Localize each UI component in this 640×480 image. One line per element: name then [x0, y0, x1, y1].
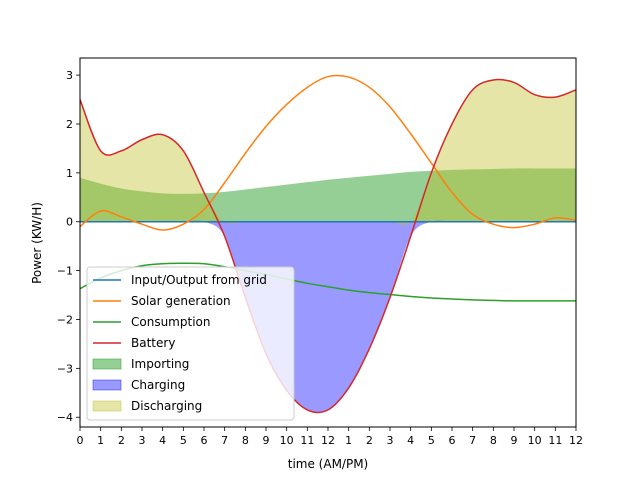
x-tick-label: 9	[263, 434, 270, 447]
x-tick-label: 9	[511, 434, 518, 447]
series-line-consumption	[80, 262, 576, 302]
x-tick-label: 12	[321, 434, 335, 447]
y-axis: −4 −3 −2 −1 0 1 2 3	[57, 69, 80, 424]
x-tick-label: 2	[118, 434, 125, 447]
x-tick-label: 2	[366, 434, 373, 447]
x-tick-label: 6	[201, 434, 208, 447]
x-tick-label: 11	[548, 434, 562, 447]
x-tick-label: 0	[77, 434, 84, 447]
x-tick-label: 4	[159, 434, 166, 447]
y-tick-label: 0	[66, 216, 73, 229]
plot-series	[80, 74, 576, 414]
fill-importing	[80, 168, 576, 222]
x-tick-label: 7	[221, 434, 228, 447]
legend-label: Battery	[131, 336, 175, 350]
x-axis: 0 1 2 3 4 5 6 7 8 9 10 11 12 1 2 3 4 5 6 7 8 9 10 11 12	[77, 427, 583, 447]
legend-label: Solar generation	[131, 294, 231, 308]
x-tick-label: 11	[300, 434, 314, 447]
x-tick-label: 10	[528, 434, 542, 447]
y-tick-label: −1	[57, 265, 73, 278]
x-tick-label: 6	[449, 434, 456, 447]
legend-label: Importing	[131, 357, 189, 371]
series-line-battery	[80, 78, 576, 414]
legend-swatch	[92, 400, 122, 412]
y-tick-label: −3	[57, 362, 73, 375]
y-tick-label: 3	[66, 69, 73, 82]
x-tick-label: 3	[387, 434, 394, 447]
x-tick-label: 1	[97, 434, 104, 447]
legend-label: Discharging	[131, 399, 202, 413]
x-tick-label: 1	[345, 434, 352, 447]
x-tick-label: 10	[280, 434, 294, 447]
x-tick-label: 8	[242, 434, 249, 447]
legend-swatch	[92, 379, 122, 391]
fill-charging	[80, 220, 576, 413]
legend: Input/Output from grid Solar generation Co…	[86, 266, 295, 421]
x-tick-label: 8	[490, 434, 497, 447]
legend-label: Charging	[131, 378, 185, 392]
plot-area	[80, 74, 576, 414]
fill-discharging	[80, 79, 576, 226]
legend-label: Consumption	[131, 315, 210, 329]
x-axis-label: time (AM/PM)	[288, 457, 368, 471]
x-tick-label: 3	[139, 434, 146, 447]
y-tick-label: −4	[57, 411, 73, 424]
series-line-solar-generation	[80, 74, 576, 231]
x-tick-label: 4	[407, 434, 414, 447]
legend-label: Input/Output from grid	[131, 273, 267, 287]
legend-swatch	[92, 358, 122, 370]
x-tick-label: 7	[469, 434, 476, 447]
x-tick-label: 12	[569, 434, 583, 447]
legend-box	[86, 266, 295, 421]
y-tick-label: −2	[57, 313, 73, 326]
y-tick-label: 1	[66, 167, 73, 180]
y-axis-label: Power (KW/H)	[30, 202, 44, 284]
x-tick-label: 5	[428, 434, 435, 447]
x-tick-label: 5	[180, 434, 187, 447]
y-tick-label: 2	[66, 118, 73, 131]
